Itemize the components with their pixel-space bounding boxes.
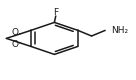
Text: O: O: [12, 28, 19, 37]
Text: O: O: [12, 40, 19, 48]
Text: NH₂: NH₂: [111, 26, 128, 35]
Text: F: F: [53, 8, 58, 17]
